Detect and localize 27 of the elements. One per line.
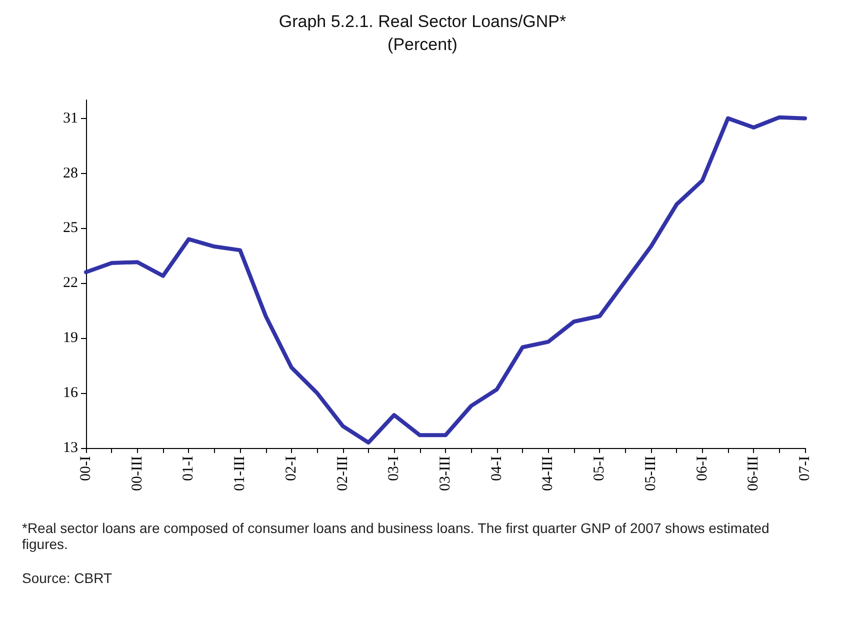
x-tick-label: 07-I: [797, 456, 813, 481]
x-tick-label: 00-I: [78, 456, 94, 481]
x-tick-label: 02-III: [334, 456, 351, 491]
y-tick-label: 16: [63, 385, 78, 402]
chart-subtitle: (Percent): [388, 35, 458, 54]
x-tick-label: 05-I: [592, 456, 608, 481]
x-tick-label: 01-I: [180, 456, 197, 481]
line-series: [84, 115, 807, 445]
x-tick-label: 04-I: [488, 456, 505, 481]
x-tick-label: 03-III: [438, 456, 454, 491]
y-tick-label: 22: [63, 275, 78, 292]
y-tick-label: 19: [63, 330, 78, 346]
x-tick-label: 02-I: [283, 456, 300, 481]
x-tick-label: 03-I: [386, 456, 402, 481]
y-tick-label: 28: [63, 165, 78, 182]
source-note: Source: CBRT: [22, 570, 113, 586]
y-tick-label: 31: [63, 110, 78, 126]
x-tick-label: 06-I: [694, 456, 710, 481]
y-tick-label: 25: [63, 220, 78, 236]
x-tick-label: 00-III: [129, 456, 146, 491]
x-tick-label: 06-III: [746, 456, 762, 491]
y-tick-label: 13: [63, 440, 78, 456]
x-tick-label: 05-III: [642, 456, 659, 491]
chart-title: Graph 5.2.1. Real Sector Loans/GNP*: [278, 12, 567, 31]
x-tick-label: 01-III: [232, 456, 248, 491]
x-tick-label: 04-III: [540, 456, 556, 491]
text: *Real sector loans are composed of consumer loans and business loans. The first quarter GNP of 2007 shows estimated figures.: [22, 520, 770, 552]
